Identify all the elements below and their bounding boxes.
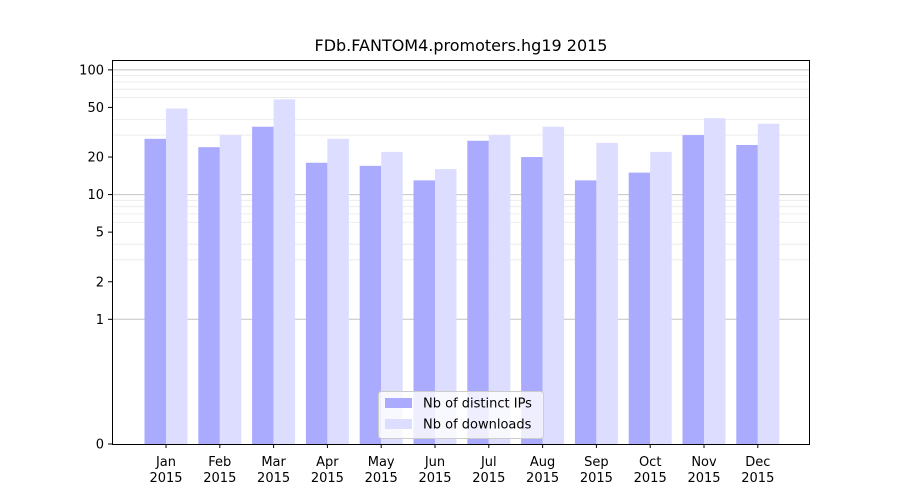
- y-tick-label: 5: [96, 226, 104, 241]
- bar-downloads-dec: [757, 123, 780, 444]
- y-tick-label: 1: [96, 313, 104, 328]
- x-tick-label-year: 2015: [203, 471, 236, 486]
- x-tick-label-month: Oct: [639, 455, 661, 470]
- y-tick-label: 10: [87, 188, 104, 203]
- x-tick-label-year: 2015: [418, 471, 451, 486]
- x-tick-label-month: Jun: [424, 455, 445, 470]
- x-tick-label-year: 2015: [149, 471, 182, 486]
- bar-downloads-apr: [327, 138, 349, 444]
- x-tick-label-month: Dec: [745, 455, 770, 470]
- bar-distinct-ips-oct: [628, 172, 651, 444]
- bar-distinct-ips-apr: [305, 162, 328, 444]
- bar-distinct-ips-nov: [682, 135, 704, 445]
- bar-downloads-feb: [219, 135, 242, 445]
- x-tick-label-year: 2015: [311, 471, 344, 486]
- bar-distinct-ips-jun: [413, 180, 435, 444]
- bar-downloads-sep: [596, 142, 618, 445]
- bar-distinct-ips-feb: [198, 147, 220, 444]
- x-tick-label-month: May: [368, 455, 395, 470]
- x-tick-label-month: Feb: [208, 455, 231, 470]
- bar-distinct-ips-jan: [144, 138, 166, 444]
- y-tick-label: 0: [96, 438, 104, 453]
- bar-downloads-jan: [166, 108, 188, 444]
- bar-downloads-may: [381, 151, 403, 444]
- bar-distinct-ips-aug: [521, 157, 543, 444]
- bar-distinct-ips-sep: [574, 180, 597, 444]
- x-tick-label-month: Nov: [691, 455, 717, 470]
- y-tick-label: 50: [87, 101, 104, 116]
- x-tick-label-month: Apr: [316, 455, 339, 470]
- x-axis: Jan2015Feb2015Mar2015Apr2015May2015Jun20…: [149, 444, 774, 486]
- x-tick-label-month: Jan: [155, 455, 176, 470]
- bar-downloads-nov: [704, 118, 726, 445]
- x-tick-label-year: 2015: [687, 471, 720, 486]
- x-tick-label-year: 2015: [741, 471, 774, 486]
- legend-label: Nb of downloads: [423, 418, 532, 433]
- x-tick-label-year: 2015: [634, 471, 667, 486]
- x-tick-label-month: Sep: [584, 455, 609, 470]
- plot-frame: [112, 60, 810, 445]
- x-tick-label-year: 2015: [580, 471, 613, 486]
- y-axis: 0 1 2 5 10 20 50 100: [79, 63, 112, 453]
- bar-distinct-ips-jul: [467, 140, 489, 444]
- bar-distinct-ips-may: [359, 165, 382, 444]
- x-tick-label-year: 2015: [365, 471, 398, 486]
- chart-title: FDb.FANTOM4.promoters.hg19 2015: [315, 36, 608, 55]
- y-tick-label: 100: [79, 63, 104, 78]
- x-tick-label-year: 2015: [257, 471, 290, 486]
- x-tick-label-month: Aug: [530, 455, 555, 470]
- legend-label: Nb of distinct IPs: [423, 397, 532, 412]
- x-tick-label-month: Mar: [261, 455, 286, 470]
- y-tick-label: 20: [87, 151, 104, 166]
- legend: Nb of distinct IPs Nb of downloads: [378, 391, 544, 439]
- bar-downloads-oct: [650, 151, 672, 444]
- legend-box: [378, 391, 544, 439]
- x-tick-label-month: Jul: [480, 455, 497, 470]
- bar-downloads-aug: [542, 126, 565, 444]
- legend-swatch: [385, 398, 412, 408]
- bar-distinct-ips-mar: [252, 126, 274, 444]
- bar-downloads-mar: [273, 99, 296, 444]
- legend-swatch: [385, 419, 412, 429]
- bar-distinct-ips-dec: [736, 144, 758, 445]
- x-tick-label-year: 2015: [472, 471, 505, 486]
- bar-downloads-jul: [488, 135, 511, 445]
- y-tick-label: 2: [96, 275, 104, 290]
- x-tick-label-year: 2015: [526, 471, 559, 486]
- bars-group: [144, 99, 780, 445]
- bar-downloads-jun: [435, 169, 457, 444]
